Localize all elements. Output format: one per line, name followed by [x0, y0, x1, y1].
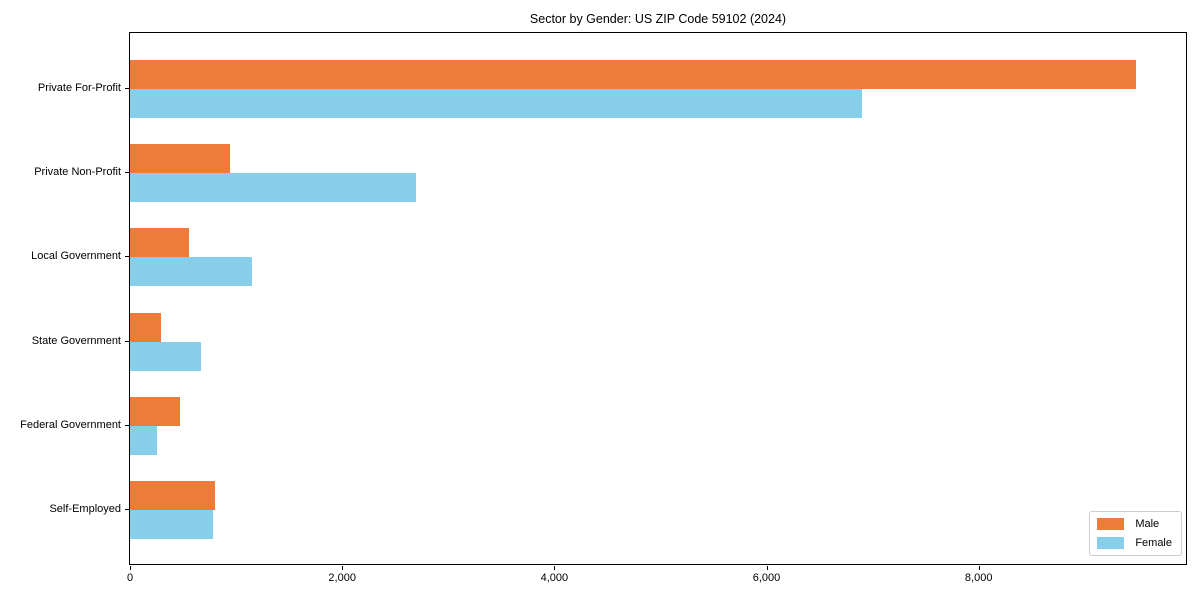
plot-area: Male Female: [129, 32, 1187, 565]
legend-swatch-male: [1097, 518, 1125, 530]
y-tick-label: Self-Employed: [49, 503, 121, 515]
bar-male-5: [130, 481, 215, 510]
bar-male-3: [130, 312, 161, 342]
bar-male-0: [130, 60, 1136, 89]
bar-male-4: [130, 396, 181, 426]
x-tick-mark: [978, 566, 980, 570]
x-tick-label: 8,000: [964, 572, 993, 584]
x-tick-label: 6,000: [752, 572, 781, 584]
y-tick-mark: [125, 509, 129, 510]
y-tick-mark: [125, 172, 129, 174]
bar-female-2: [130, 257, 252, 287]
legend-label-male: Male: [1135, 518, 1160, 530]
y-tick-mark: [125, 424, 129, 426]
bar-female-3: [130, 341, 201, 371]
y-tick-label: Federal Government: [20, 418, 121, 431]
y-tick-label: Private Non-Profit: [34, 166, 121, 179]
x-tick-mark: [766, 566, 768, 570]
y-tick-label: State Government: [31, 334, 121, 347]
bar-male-2: [130, 228, 189, 258]
bar-male-1: [130, 144, 230, 174]
legend: Male Female: [1089, 511, 1182, 556]
bar-female-0: [130, 89, 862, 118]
y-tick-mark: [125, 256, 129, 258]
bar-female-5: [130, 510, 213, 539]
x-tick-label: 2,000: [328, 572, 356, 584]
legend-swatch-female: [1097, 537, 1125, 549]
y-tick-label: Private For-Profit: [37, 82, 121, 94]
x-tick-label: 0: [126, 572, 134, 584]
legend-row-male: Male: [1097, 518, 1172, 530]
bar-female-4: [130, 425, 157, 455]
legend-label-female: Female: [1135, 537, 1172, 549]
legend-row-female: Female: [1097, 537, 1172, 549]
y-tick-mark: [125, 88, 129, 89]
y-tick-label: Local Government: [31, 250, 121, 263]
chart-title: Sector by Gender: US ZIP Code 59102 (202…: [529, 12, 787, 26]
bar-female-1: [130, 173, 417, 203]
x-tick-mark: [130, 566, 131, 570]
x-tick-mark: [554, 566, 556, 570]
y-tick-mark: [125, 340, 129, 342]
x-tick-mark: [342, 566, 344, 570]
x-tick-label: 4,000: [540, 572, 569, 584]
